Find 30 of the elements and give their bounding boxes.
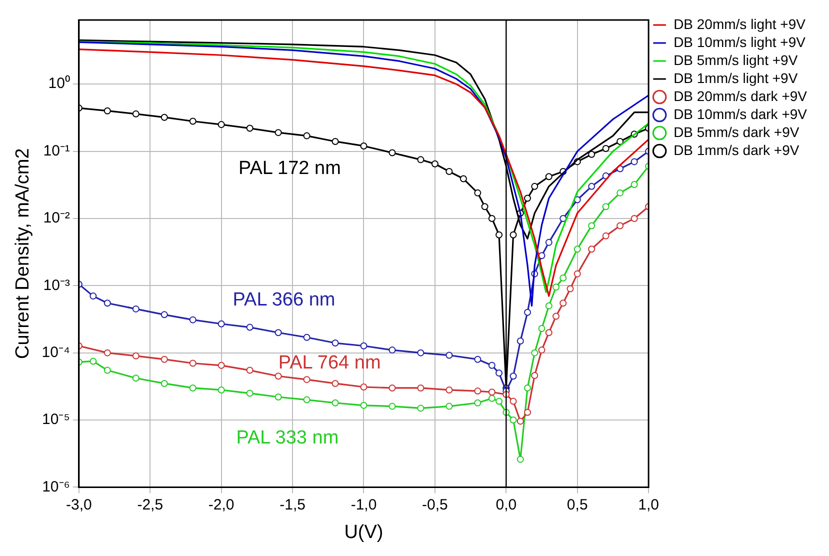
- y-tick-label: 10⁻⁶: [42, 478, 70, 496]
- y-tick-label: 10⁻⁵: [42, 411, 70, 428]
- x-tick-label: -3,0: [66, 496, 92, 514]
- annotation: PAL 172 nm: [238, 158, 341, 179]
- legend-label: DB 20mm/s light +9V: [674, 16, 806, 32]
- y-tick-label: 10⁻³: [43, 276, 70, 294]
- annotation: PAL 333 nm: [236, 427, 339, 448]
- x-tick-label: -1,0: [350, 496, 377, 514]
- y-axis-title: Current Density, mA/cm2: [12, 148, 34, 360]
- y-tick-label: 10⁰: [48, 75, 70, 92]
- legend-label: DB 10mm/s light +9V: [674, 34, 806, 50]
- y-tick-label: 10⁻¹: [43, 142, 70, 160]
- legend-label: DB 1mm/s light +9V: [674, 70, 798, 86]
- x-tick-label: -1,5: [280, 496, 306, 514]
- annotation: PAL 366 nm: [232, 290, 336, 311]
- legend-label: DB 10mm/s dark +9V: [674, 106, 808, 122]
- x-tick-label: -0,5: [422, 496, 448, 514]
- x-tick-label: -2,5: [137, 496, 164, 514]
- x-tick-label: 1,0: [638, 496, 659, 514]
- x-axis-title: U(V): [344, 522, 384, 543]
- legend-label: DB 20mm/s dark +9V: [674, 88, 808, 104]
- y-tick-label: 10⁻⁴: [42, 344, 70, 361]
- x-tick-label: -2,0: [208, 496, 234, 514]
- x-tick-label: 0,5: [566, 496, 588, 514]
- y-tick-label: 10⁻²: [43, 210, 70, 227]
- annotation: PAL 764 nm: [278, 352, 381, 374]
- legend-label: DB 5mm/s dark +9V: [674, 124, 800, 140]
- legend-label: DB 1mm/s dark +9V: [674, 142, 800, 158]
- x-tick-label: 0,0: [496, 496, 517, 514]
- legend-label: DB 5mm/s light +9V: [674, 52, 798, 68]
